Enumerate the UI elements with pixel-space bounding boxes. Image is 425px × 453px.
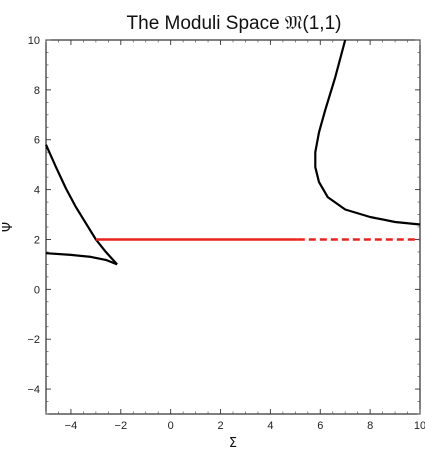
x-tick-label: −4	[65, 420, 78, 432]
x-tick-label: 2	[217, 420, 223, 432]
black-curve-2	[314, 39, 421, 226]
x-tick-label: 8	[367, 420, 373, 432]
y-tick-label: 2	[34, 234, 40, 246]
y-tick-label: −4	[27, 384, 40, 396]
y-axis-ticks: −4 −2 0 2 4 6 8 10	[27, 35, 420, 415]
x-tick-label: 6	[317, 420, 323, 432]
y-axis-label: Ψ	[1, 222, 16, 232]
black-curve-0	[44, 144, 118, 266]
plot-frame	[45, 39, 421, 415]
x-tick-label: −2	[115, 420, 128, 432]
x-axis-label: Σ	[229, 436, 237, 451]
y-tick-label: 4	[34, 185, 40, 197]
y-tick-label: 10	[28, 35, 40, 47]
curves	[44, 39, 421, 266]
y-tick-label: −2	[27, 334, 40, 346]
x-tick-label: 4	[267, 420, 273, 432]
chart-title: The Moduli Space 𝔐(1,1)	[127, 13, 342, 34]
y-tick-label: 6	[34, 135, 40, 147]
x-tick-label: 0	[168, 420, 174, 432]
black-curve-1	[45, 252, 118, 266]
x-axis-ticks: −4 −2 0 2 4 6 8 10	[45, 40, 425, 432]
y-tick-label: 8	[34, 85, 40, 97]
x-tick-label: 10	[414, 420, 425, 432]
y-tick-label: 0	[34, 284, 40, 296]
